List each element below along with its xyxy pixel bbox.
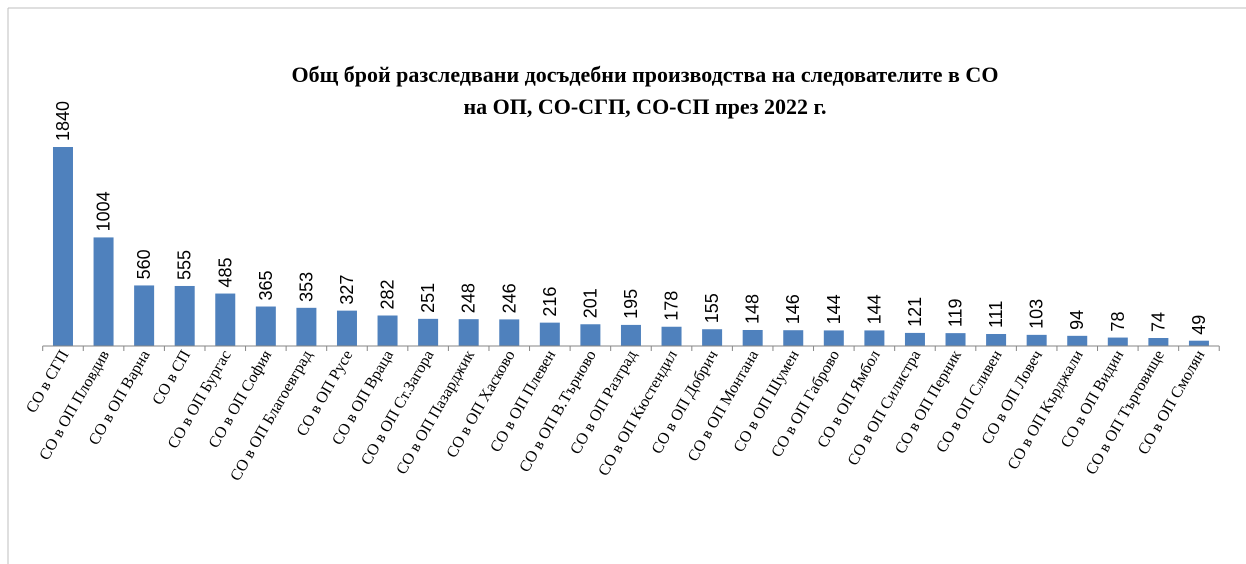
value-label: 78	[1108, 312, 1128, 332]
bar	[418, 318, 439, 346]
bar	[1188, 340, 1209, 346]
value-label: 216	[540, 287, 560, 317]
value-label: 49	[1189, 315, 1209, 335]
value-label: 1840	[53, 101, 73, 141]
bar	[499, 319, 520, 346]
value-label: 282	[378, 279, 398, 309]
bar	[174, 285, 195, 346]
bar	[1067, 335, 1088, 346]
bar	[539, 322, 560, 346]
x-tick-label: СО в ОП Ст.Загора	[358, 348, 437, 469]
value-label: 144	[824, 294, 844, 324]
bar	[620, 324, 641, 346]
value-label: 485	[215, 257, 235, 287]
value-label: 103	[1027, 299, 1047, 329]
value-label: 555	[175, 250, 195, 280]
chart-title: на ОП, СО-СГП, СО-СП през 2022 г.	[463, 94, 826, 119]
x-tick-label: СО в ОП Силистра	[845, 348, 925, 469]
bar	[864, 330, 885, 346]
bar	[945, 333, 966, 346]
bar	[783, 330, 804, 346]
bar	[702, 329, 723, 346]
bar	[580, 324, 601, 346]
bar	[1026, 334, 1047, 346]
bar	[1107, 337, 1128, 346]
value-label: 251	[418, 283, 438, 313]
bar	[255, 306, 276, 346]
x-tick-label: СО в ОП Кърджали	[1005, 347, 1087, 472]
value-label: 111	[986, 301, 1006, 328]
value-label: 201	[580, 288, 600, 318]
value-label: 155	[702, 293, 722, 323]
bar	[904, 332, 925, 346]
value-label: 353	[296, 272, 316, 302]
value-label: 560	[134, 249, 154, 279]
bar	[215, 293, 236, 346]
value-label: 148	[743, 294, 763, 324]
x-tick-label: СО в СП	[149, 347, 194, 408]
chart-title: Общ брой разследвани досъдебни производс…	[292, 62, 999, 87]
value-label: 327	[337, 275, 357, 305]
value-label: 178	[662, 291, 682, 321]
value-label: 119	[946, 298, 966, 327]
value-label: 365	[256, 270, 276, 300]
bar	[134, 285, 155, 346]
bar	[336, 310, 357, 346]
x-tick-label: СО в ОП В.Търново	[516, 348, 600, 476]
bar	[823, 330, 844, 346]
value-label: 144	[864, 294, 884, 324]
bar	[93, 237, 114, 346]
value-label: 195	[621, 289, 641, 319]
bar	[458, 319, 479, 346]
value-label: 121	[905, 297, 925, 327]
bar	[1148, 337, 1169, 346]
value-label: 74	[1148, 312, 1168, 332]
bar	[377, 315, 398, 346]
value-label: 248	[459, 283, 479, 313]
value-label: 246	[499, 283, 519, 313]
bar	[661, 326, 682, 346]
bar	[742, 329, 763, 346]
value-label: 1004	[94, 191, 114, 231]
bar	[986, 333, 1007, 346]
bar	[52, 147, 73, 346]
value-label: 146	[783, 294, 803, 324]
bar	[296, 307, 317, 346]
value-label: 94	[1067, 310, 1087, 330]
